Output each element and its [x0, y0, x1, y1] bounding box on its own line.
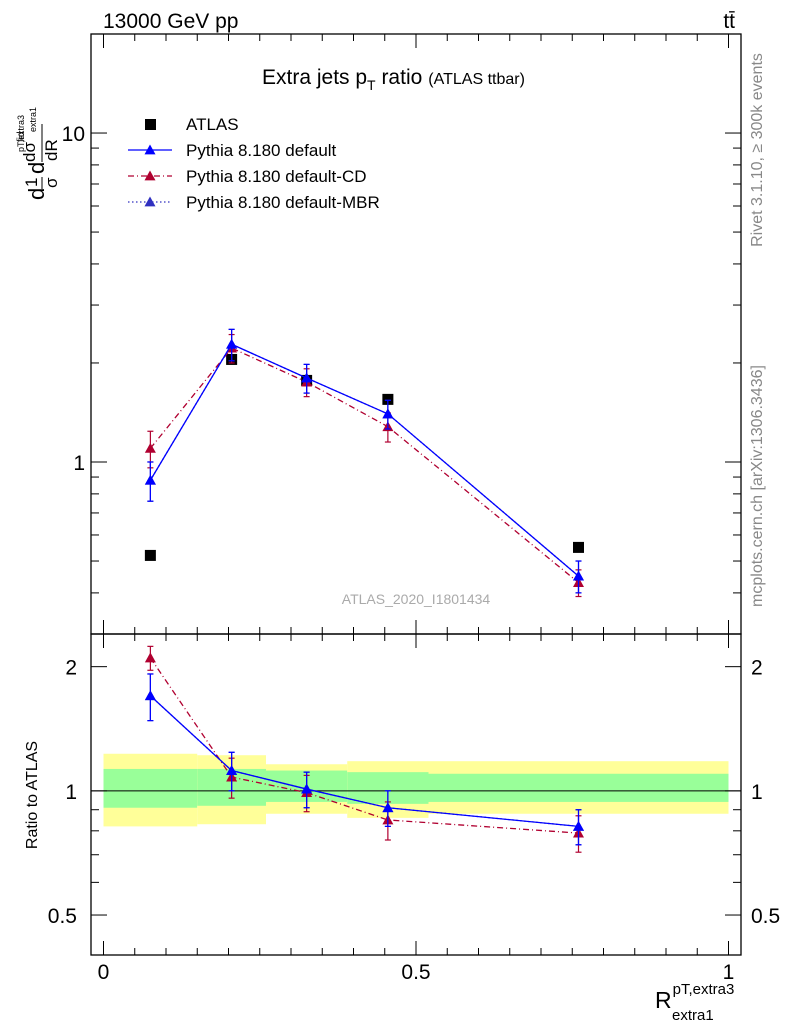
ratio-marker: [144, 652, 156, 663]
x-tick-label: 0: [98, 961, 110, 984]
xlabel-sup: pT,extra3: [673, 981, 735, 998]
svg-text:d: d: [24, 188, 49, 200]
legend: ATLAS Pythia 8.180 default Pythia 8.180 de…: [128, 115, 380, 212]
ratio-marker: [226, 765, 238, 775]
legend-marker: [144, 144, 156, 155]
main-line: [149, 343, 579, 577]
svg-text:d: d: [24, 162, 49, 174]
rivet-label: Rivet 3.1.10, ≥ 300k events: [749, 53, 766, 247]
uncertainty-bands: [91, 753, 741, 827]
ratio-line: [149, 657, 579, 834]
xlabel-sub: extra1: [672, 1007, 714, 1024]
legend-label: Pythia 8.180 default: [186, 141, 337, 160]
y-tick-label-right: 2: [751, 657, 763, 680]
xlabel-main: R: [655, 987, 672, 1013]
y-tick-label: 0.5: [48, 905, 77, 928]
x-axis-label: RpT,extra3 extra1: [655, 981, 734, 1024]
y-tick-label: 1: [73, 452, 85, 475]
ratio-marker: [301, 783, 313, 794]
title-note: (ATLAS ttbar): [428, 71, 525, 88]
legend-marker-atlas: [145, 119, 156, 130]
x-tick-label: 1: [723, 961, 735, 984]
mcplots-label: mcplots.cern.ch [arXiv:1306.3436]: [749, 365, 766, 607]
y-tick-label-right: 0.5: [751, 905, 780, 928]
legend-label: Pythia 8.180 default-CD: [186, 167, 367, 186]
svg-text:pT,extra3: pT,extra3: [16, 115, 26, 152]
main-title: Extra jets pT ratio (ATLAS ttbar): [262, 66, 525, 93]
ratio-marker: [382, 802, 394, 813]
y-tick-label: 2: [65, 657, 77, 680]
main-atlas-point: [573, 541, 584, 553]
legend-marker: [144, 196, 156, 207]
series-layer: [144, 328, 584, 853]
svg-text:σ: σ: [42, 177, 61, 188]
y-tick-label: 1: [65, 781, 77, 804]
ratio-marker: [573, 820, 584, 831]
y-tick-label: 10: [62, 123, 85, 146]
x-tick-label: 0.5: [401, 961, 430, 984]
header-left: 13000 GeV pp: [103, 10, 238, 33]
svg-text:1: 1: [22, 178, 41, 187]
main-atlas-point: [144, 549, 156, 561]
title-main: Extra jets p: [262, 66, 367, 89]
svg-text:dR: dR: [42, 139, 61, 161]
main-marker: [144, 442, 156, 453]
main-marker: [144, 474, 156, 485]
main-marker: [382, 408, 394, 419]
svg-text:extra1: extra1: [28, 107, 38, 132]
band-inner-0: [103, 768, 198, 808]
main-marker: [226, 338, 238, 349]
main-marker: [573, 570, 584, 581]
band-inner-4: [428, 773, 729, 802]
main-line: [149, 347, 579, 584]
svg-text:dσ: dσ: [20, 142, 39, 162]
y-tick-label-right: 1: [751, 781, 763, 804]
header-right: tt̄: [723, 10, 735, 33]
legend-marker: [144, 170, 156, 181]
main-marker: [301, 372, 313, 383]
svg-text:fid: fid: [16, 131, 27, 142]
ratio-ylabel: Ratio to ATLAS: [24, 741, 41, 849]
main-line: [149, 343, 579, 577]
axis-ticks: 0 0.5 1 1 10 0.5 0.5 1 1 2 2: [48, 33, 780, 984]
legend-label: ATLAS: [186, 115, 239, 134]
main-ylabel: d 1 σ d dσ fid dR pT,extra3 extra1: [16, 107, 61, 200]
title-sub: T: [367, 77, 376, 93]
main-atlas-point: [382, 393, 394, 405]
title-tail: ratio: [376, 66, 423, 89]
legend-label: Pythia 8.180 default-MBR: [186, 193, 380, 212]
ratio-marker: [144, 690, 156, 701]
watermark: ATLAS_2020_I1801434: [342, 591, 491, 607]
